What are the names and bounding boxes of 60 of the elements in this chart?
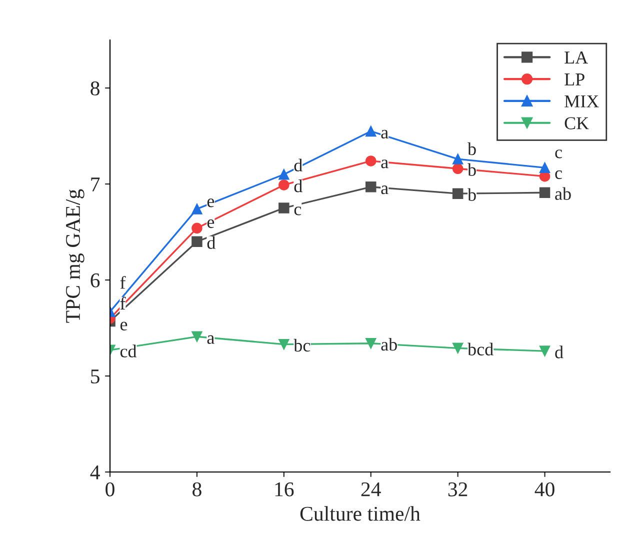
point bbox=[278, 338, 290, 350]
point bbox=[192, 331, 202, 342]
x-tick-label: 16 bbox=[275, 482, 294, 496]
annotation: c bbox=[294, 206, 302, 216]
x-tick-label: 40 bbox=[534, 482, 554, 496]
annotation: f bbox=[120, 276, 126, 289]
point bbox=[452, 342, 464, 354]
legend-label: LP bbox=[564, 74, 584, 86]
x-tick-label: 32 bbox=[448, 482, 468, 496]
annotation: cd bbox=[120, 344, 137, 358]
annotation: c bbox=[555, 170, 562, 180]
point bbox=[192, 204, 202, 214]
legend-label: MIX bbox=[564, 95, 599, 108]
y-axis-title: TPC mg GAE/g bbox=[66, 189, 84, 323]
annotation: b bbox=[468, 188, 476, 201]
annotation: c bbox=[555, 150, 562, 158]
annotation: d bbox=[294, 158, 302, 172]
annotation: e bbox=[207, 219, 214, 228]
annotation: a bbox=[207, 335, 214, 344]
y-tick-label: 8 bbox=[90, 81, 100, 96]
x-tick-label: 0 bbox=[106, 482, 114, 496]
point bbox=[278, 180, 290, 190]
annotation: f bbox=[120, 296, 126, 310]
point bbox=[452, 188, 464, 199]
point bbox=[192, 222, 202, 234]
legend-label: LA bbox=[564, 52, 588, 64]
annotation: b bbox=[468, 142, 476, 156]
y-tick-label: 4 bbox=[90, 466, 100, 480]
annotation: e bbox=[120, 322, 128, 330]
point bbox=[365, 338, 376, 349]
y-tick-label: 7 bbox=[91, 178, 100, 192]
annotation: d bbox=[555, 346, 564, 358]
annotation: ab bbox=[555, 187, 571, 200]
point bbox=[365, 126, 376, 137]
annotation: a bbox=[381, 160, 388, 168]
legend-label: CK bbox=[564, 117, 589, 130]
annotation: d bbox=[207, 236, 216, 249]
annotation: bcd bbox=[468, 342, 494, 356]
point bbox=[452, 154, 464, 164]
point bbox=[539, 187, 550, 198]
annotation: a bbox=[381, 130, 388, 138]
point bbox=[192, 236, 202, 247]
point bbox=[278, 169, 290, 180]
point bbox=[452, 163, 464, 174]
x-tick-label: 24 bbox=[361, 482, 381, 496]
annotation: e bbox=[207, 198, 214, 208]
point bbox=[365, 156, 376, 166]
annotation: b bbox=[468, 163, 476, 176]
annotation: bc bbox=[294, 338, 310, 352]
y-tick-label: 5 bbox=[91, 370, 100, 384]
annotation: a bbox=[381, 186, 388, 194]
y-tick-label: 6 bbox=[90, 273, 100, 288]
x-tick-label: 8 bbox=[192, 482, 202, 496]
point bbox=[365, 182, 376, 192]
point bbox=[278, 202, 290, 214]
annotation: ab bbox=[381, 338, 397, 351]
annotation: d bbox=[294, 180, 302, 192]
x-axis-title: Culture time/h bbox=[300, 506, 420, 521]
point bbox=[539, 162, 550, 174]
point bbox=[539, 346, 550, 356]
